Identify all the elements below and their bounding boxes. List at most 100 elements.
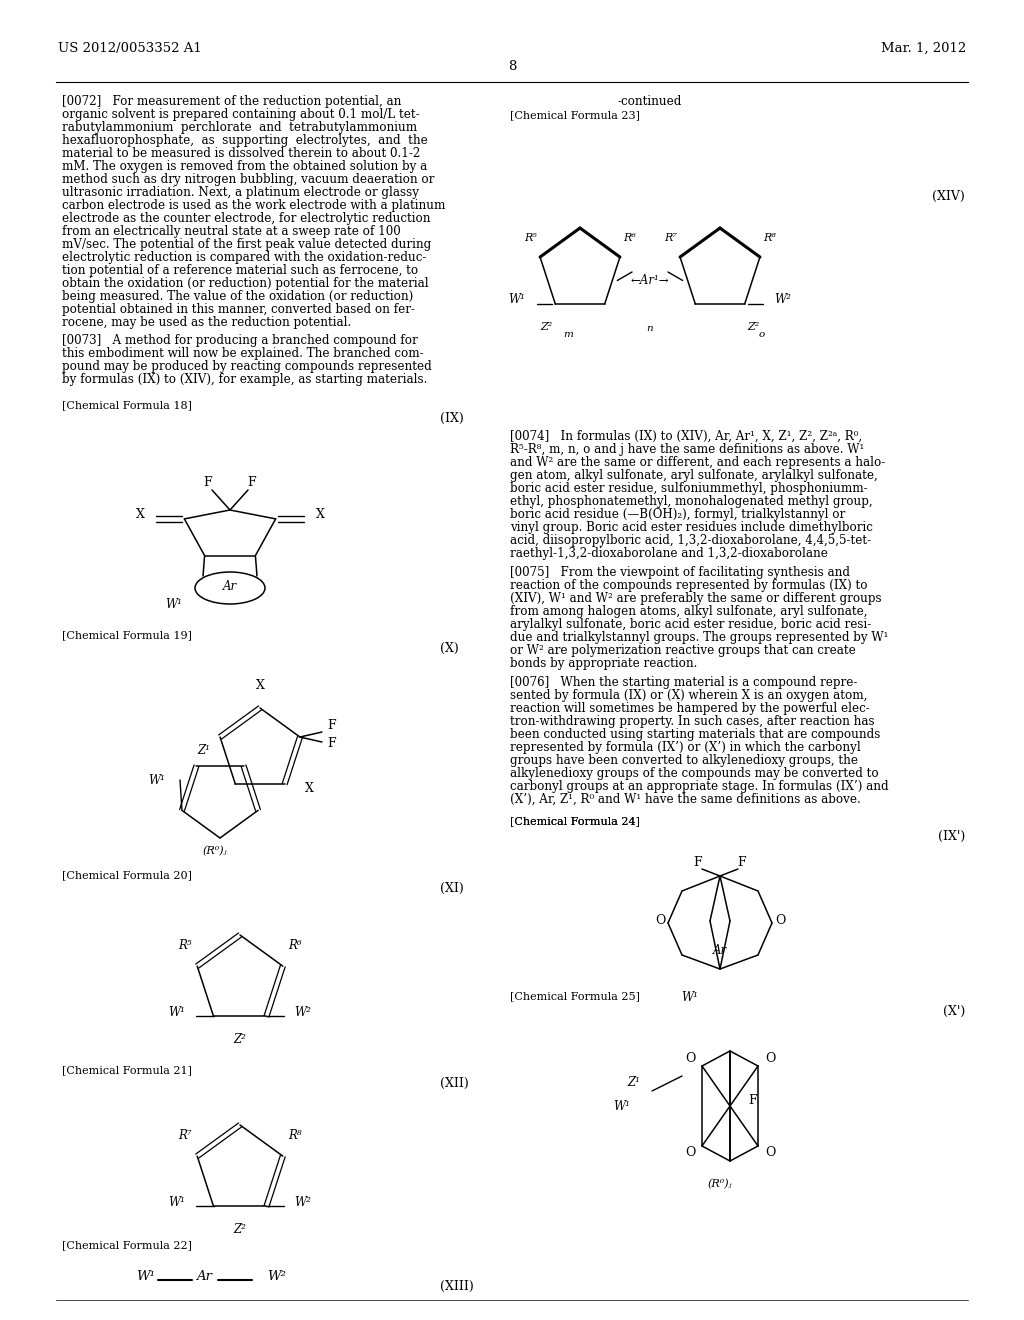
Text: -continued: -continued: [617, 95, 682, 108]
Text: R⁵: R⁵: [178, 939, 193, 952]
Text: Ar: Ar: [223, 579, 238, 593]
Text: rabutylammonium  perchlorate  and  tetrabutylammonium: rabutylammonium perchlorate and tetrabut…: [62, 121, 417, 135]
Text: R⁵: R⁵: [524, 234, 537, 243]
Text: organic solvent is prepared containing about 0.1 mol/L tet-: organic solvent is prepared containing a…: [62, 108, 420, 121]
Text: been conducted using starting materials that are compounds: been conducted using starting materials …: [510, 729, 881, 741]
Text: hexafluorophosphate,  as  supporting  electrolytes,  and  the: hexafluorophosphate, as supporting elect…: [62, 135, 428, 147]
Text: being measured. The value of the oxidation (or reduction): being measured. The value of the oxidati…: [62, 290, 414, 304]
Text: ultrasonic irradiation. Next, a platinum electrode or glassy: ultrasonic irradiation. Next, a platinum…: [62, 186, 419, 199]
Text: X: X: [135, 508, 144, 521]
Text: R⁸: R⁸: [763, 234, 776, 243]
Text: O: O: [765, 1147, 775, 1159]
Text: (R⁰)ⱼ: (R⁰)ⱼ: [203, 846, 227, 857]
Text: (R⁰)ⱼ: (R⁰)ⱼ: [708, 1179, 732, 1189]
Text: US 2012/0053352 A1: US 2012/0053352 A1: [58, 42, 202, 55]
Text: [0072]   For measurement of the reduction potential, an: [0072] For measurement of the reduction …: [62, 95, 401, 108]
Text: F: F: [737, 857, 746, 870]
Text: Ar: Ar: [196, 1270, 212, 1283]
Text: tion potential of a reference material such as ferrocene, to: tion potential of a reference material s…: [62, 264, 418, 277]
Text: (XII): (XII): [440, 1077, 469, 1090]
Text: obtain the oxidation (or reduction) potential for the material: obtain the oxidation (or reduction) pote…: [62, 277, 429, 290]
Text: reaction of the compounds represented by formulas (IX) to: reaction of the compounds represented by…: [510, 579, 867, 591]
Text: raethyl-1,3,2-dioxaborolane and 1,3,2-dioxaborolane: raethyl-1,3,2-dioxaborolane and 1,3,2-di…: [510, 546, 827, 560]
Text: O: O: [685, 1052, 695, 1065]
Text: bonds by appropriate reaction.: bonds by appropriate reaction.: [510, 657, 697, 671]
Text: [Chemical Formula 19]: [Chemical Formula 19]: [62, 630, 193, 640]
Text: R⁶: R⁶: [288, 939, 301, 952]
Text: F: F: [327, 718, 336, 731]
Text: (X’), Ar, Z¹, R⁰ and W¹ have the same definitions as above.: (X’), Ar, Z¹, R⁰ and W¹ have the same de…: [510, 793, 861, 807]
Text: O: O: [775, 915, 785, 928]
Text: W¹: W¹: [169, 1196, 185, 1209]
Text: (X'): (X'): [943, 1005, 965, 1018]
Text: mM. The oxygen is removed from the obtained solution by a: mM. The oxygen is removed from the obtai…: [62, 160, 427, 173]
Text: (X): (X): [440, 642, 459, 655]
Text: Z¹: Z¹: [198, 743, 210, 756]
Text: [Chemical Formula 20]: [Chemical Formula 20]: [62, 870, 193, 880]
Text: carbon electrode is used as the work electrode with a platinum: carbon electrode is used as the work ele…: [62, 199, 445, 213]
Text: Z²: Z²: [748, 322, 760, 331]
Text: Z²: Z²: [540, 322, 552, 331]
Text: from an electrically neutral state at a sweep rate of 100: from an electrically neutral state at a …: [62, 224, 400, 238]
Text: R⁶: R⁶: [623, 234, 636, 243]
Text: Z²: Z²: [233, 1224, 247, 1236]
Text: (XI): (XI): [440, 882, 464, 895]
Text: [Chemical Formula 22]: [Chemical Formula 22]: [62, 1239, 193, 1250]
Text: carbonyl groups at an appropriate stage. In formulas (IX’) and: carbonyl groups at an appropriate stage.…: [510, 780, 889, 793]
Text: by formulas (IX) to (XIV), for example, as starting materials.: by formulas (IX) to (XIV), for example, …: [62, 374, 427, 385]
Text: reaction will sometimes be hampered by the powerful elec-: reaction will sometimes be hampered by t…: [510, 702, 869, 715]
Text: boric acid ester residue, sulfoniummethyl, phosphoniumm-: boric acid ester residue, sulfoniummethy…: [510, 482, 867, 495]
Text: mV/sec. The potential of the first peak value detected during: mV/sec. The potential of the first peak …: [62, 238, 431, 251]
Text: X: X: [256, 678, 264, 692]
Text: this embodiment will now be explained. The branched com-: this embodiment will now be explained. T…: [62, 347, 424, 360]
Text: or W² are polymerization reactive groups that can create: or W² are polymerization reactive groups…: [510, 644, 856, 657]
Text: R⁷: R⁷: [665, 234, 677, 243]
Text: [0076]   When the starting material is a compound repre-: [0076] When the starting material is a c…: [510, 676, 857, 689]
Text: 8: 8: [508, 59, 516, 73]
Text: tron-withdrawing property. In such cases, after reaction has: tron-withdrawing property. In such cases…: [510, 715, 874, 729]
Text: (IX'): (IX'): [938, 830, 965, 843]
Text: n: n: [647, 323, 653, 333]
Text: [0075]   From the viewpoint of facilitating synthesis and: [0075] From the viewpoint of facilitatin…: [510, 566, 850, 579]
Text: alkylenedioxy groups of the compounds may be converted to: alkylenedioxy groups of the compounds ma…: [510, 767, 879, 780]
Text: o: o: [759, 330, 765, 339]
Text: Mar. 1, 2012: Mar. 1, 2012: [881, 42, 966, 55]
Text: vinyl group. Boric acid ester residues include dimethylboric: vinyl group. Boric acid ester residues i…: [510, 521, 872, 535]
Text: W²: W²: [295, 1196, 311, 1209]
Text: [Chemical Formula 24]: [Chemical Formula 24]: [510, 816, 640, 826]
Text: pound may be produced by reacting compounds represented: pound may be produced by reacting compou…: [62, 360, 432, 374]
Text: R⁸: R⁸: [288, 1129, 301, 1142]
Text: and W² are the same or different, and each represents a halo-: and W² are the same or different, and ea…: [510, 455, 886, 469]
Text: (XIV): (XIV): [932, 190, 965, 203]
Text: [Chemical Formula 23]: [Chemical Formula 23]: [510, 110, 640, 120]
Text: Ar: Ar: [713, 945, 727, 957]
Text: F: F: [327, 737, 336, 750]
Text: W¹: W¹: [613, 1100, 630, 1113]
Text: W²: W²: [267, 1270, 286, 1283]
Text: acid, diisopropylboric acid, 1,3,2-dioxaborolane, 4,4,5,5-tet-: acid, diisopropylboric acid, 1,3,2-dioxa…: [510, 535, 871, 546]
Text: method such as dry nitrogen bubbling, vacuum deaeration or: method such as dry nitrogen bubbling, va…: [62, 173, 434, 186]
Text: W¹: W¹: [682, 991, 698, 1005]
Text: (XIV), W¹ and W² are preferably the same or different groups: (XIV), W¹ and W² are preferably the same…: [510, 591, 882, 605]
Text: [Chemical Formula 18]: [Chemical Formula 18]: [62, 400, 193, 411]
Text: ethyl, phosphonatemethyl, monohalogenated methyl group,: ethyl, phosphonatemethyl, monohalogenate…: [510, 495, 872, 508]
Text: electrolytic reduction is compared with the oxidation-reduc-: electrolytic reduction is compared with …: [62, 251, 426, 264]
Text: W²: W²: [295, 1006, 311, 1019]
Text: sented by formula (IX) or (X) wherein X is an oxygen atom,: sented by formula (IX) or (X) wherein X …: [510, 689, 867, 702]
Text: (IX): (IX): [440, 412, 464, 425]
Text: arylalkyl sulfonate, boric acid ester residue, boric acid resi-: arylalkyl sulfonate, boric acid ester re…: [510, 618, 871, 631]
Text: m: m: [563, 330, 573, 339]
Text: F: F: [748, 1094, 757, 1107]
Text: X: X: [315, 508, 325, 521]
Text: represented by formula (IX’) or (X’) in which the carbonyl: represented by formula (IX’) or (X’) in …: [510, 741, 861, 754]
Text: X: X: [305, 783, 313, 796]
Text: from among halogen atoms, alkyl sulfonate, aryl sulfonate,: from among halogen atoms, alkyl sulfonat…: [510, 605, 867, 618]
Text: Z¹: Z¹: [627, 1077, 640, 1089]
Text: [0074]   In formulas (IX) to (XIV), Ar, Ar¹, X, Z¹, Z², Z²ᵃ, R⁰,: [0074] In formulas (IX) to (XIV), Ar, Ar…: [510, 430, 862, 444]
Text: W¹: W¹: [169, 1006, 185, 1019]
Text: W¹: W¹: [136, 1270, 155, 1283]
Text: [0073]   A method for producing a branched compound for: [0073] A method for producing a branched…: [62, 334, 418, 347]
Text: W²: W²: [775, 293, 792, 306]
Text: groups have been converted to alkylenedioxy groups, the: groups have been converted to alkylenedi…: [510, 754, 858, 767]
Text: (XIII): (XIII): [440, 1280, 474, 1294]
